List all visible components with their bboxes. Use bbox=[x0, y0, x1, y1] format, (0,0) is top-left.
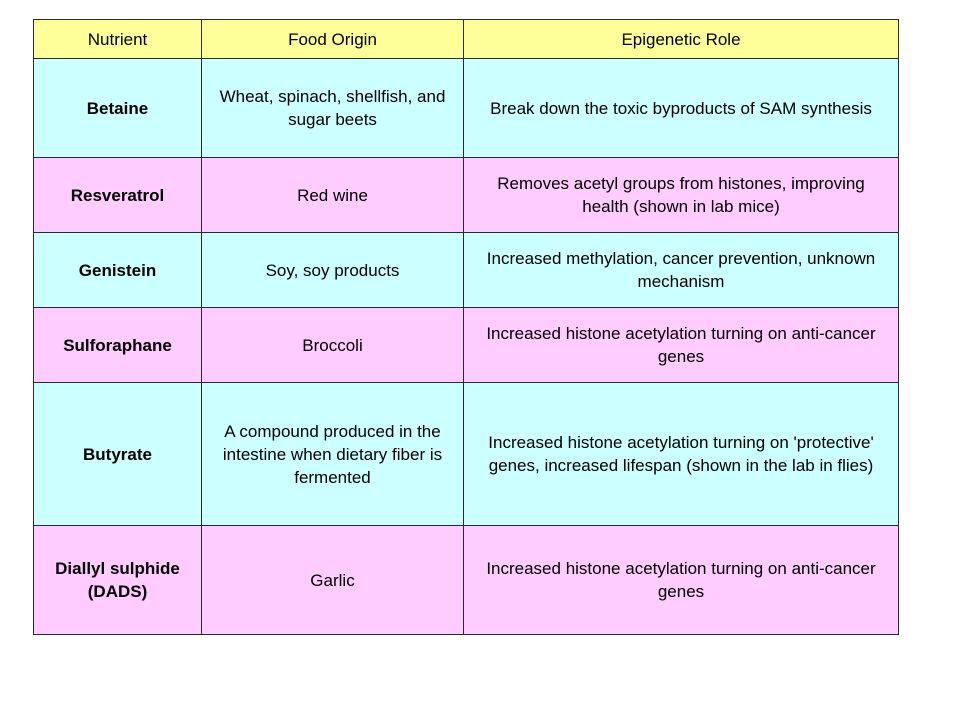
header-food-origin: Food Origin bbox=[201, 19, 464, 59]
epigenetic-role-cell: Increased histone acetylation turning on… bbox=[463, 525, 899, 635]
epigenetic-role-cell: Increased methylation, cancer prevention… bbox=[463, 232, 899, 308]
table-row: Sulforaphane Broccoli Increased histone … bbox=[33, 307, 899, 383]
food-origin-cell: A compound produced in the intestine whe… bbox=[201, 382, 464, 526]
nutrient-cell: Butyrate bbox=[33, 382, 202, 526]
food-origin-cell: Wheat, spinach, shellfish, and sugar bee… bbox=[201, 58, 464, 158]
nutrient-cell: Diallyl sulphide (DADS) bbox=[33, 525, 202, 635]
food-origin-cell: Red wine bbox=[201, 157, 464, 233]
header-epigenetic-role: Epigenetic Role bbox=[463, 19, 899, 59]
header-row: Nutrient Food Origin Epigenetic Role bbox=[33, 19, 899, 59]
epigenetic-role-cell: Increased histone acetylation turning on… bbox=[463, 382, 899, 526]
header-nutrient: Nutrient bbox=[33, 19, 202, 59]
nutrient-cell: Betaine bbox=[33, 58, 202, 158]
nutrient-cell: Sulforaphane bbox=[33, 307, 202, 383]
food-origin-cell: Garlic bbox=[201, 525, 464, 635]
food-origin-cell: Broccoli bbox=[201, 307, 464, 383]
table-row: Betaine Wheat, spinach, shellfish, and s… bbox=[33, 58, 899, 158]
nutrient-table: Nutrient Food Origin Epigenetic Role Bet… bbox=[33, 19, 899, 635]
epigenetic-role-cell: Break down the toxic byproducts of SAM s… bbox=[463, 58, 899, 158]
nutrient-cell: Genistein bbox=[33, 232, 202, 308]
table-row: Resveratrol Red wine Removes acetyl grou… bbox=[33, 157, 899, 233]
nutrient-cell: Resveratrol bbox=[33, 157, 202, 233]
table-row: Butyrate A compound produced in the inte… bbox=[33, 382, 899, 526]
table-row: Genistein Soy, soy products Increased me… bbox=[33, 232, 899, 308]
epigenetic-role-cell: Increased histone acetylation turning on… bbox=[463, 307, 899, 383]
epigenetic-role-cell: Removes acetyl groups from histones, imp… bbox=[463, 157, 899, 233]
food-origin-cell: Soy, soy products bbox=[201, 232, 464, 308]
table-row: Diallyl sulphide (DADS) Garlic Increased… bbox=[33, 525, 899, 635]
